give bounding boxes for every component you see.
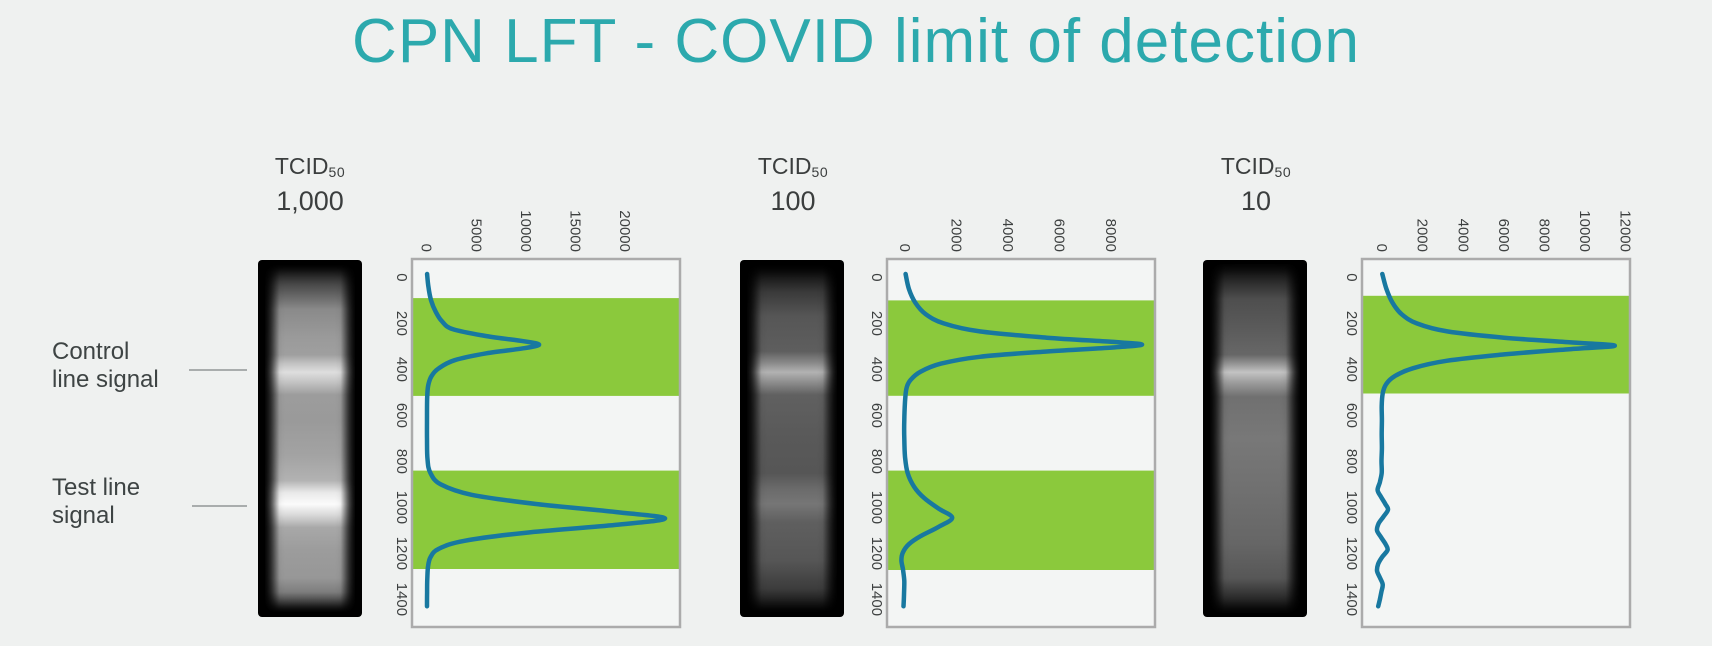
position-axis-tick-label: 1000 (868, 491, 885, 524)
lft-strip-image-100 (740, 260, 844, 617)
value-axis-tick-label: 10000 (1576, 210, 1593, 252)
value-axis-tick-label: 12000 (1617, 210, 1634, 252)
tcid-title: TCID50 (274, 153, 346, 180)
titer-value: 1,000 (276, 186, 344, 216)
position-axis-tick-label: 0 (868, 273, 885, 281)
test-line-label: Test line signal (52, 474, 222, 530)
control-line-leader (189, 369, 247, 371)
tcid-subscript: 50 (811, 164, 829, 180)
value-axis-tick-label: 2000 (947, 219, 964, 252)
control-region-band (413, 298, 679, 396)
tcid-title: TCID50 (757, 153, 829, 180)
test-region-band (413, 470, 679, 569)
value-axis-tick-label: 8000 (1102, 219, 1119, 252)
position-axis-tick-label: 0 (1343, 273, 1360, 281)
value-axis-tick-label: 4000 (999, 219, 1016, 252)
control-line-label: Control line signal (52, 338, 222, 394)
lft-strip-membrane (747, 264, 837, 613)
position-axis-tick-label: 0 (393, 273, 410, 281)
lft-strip-membrane (265, 264, 355, 613)
position-axis-tick-label: 1400 (868, 583, 885, 616)
tcid-label-panel-1: TCID50 1,000 (225, 152, 395, 217)
lft-strip-image-10 (1203, 260, 1307, 617)
signal-curve (899, 271, 1145, 609)
position-axis-tick-label: 800 (1343, 449, 1360, 474)
value-axis-tick-label: 5000 (467, 219, 484, 252)
chart-svg: 0 2000 4000 6000 8000 10000 12000 0 200 400 600 800… (1343, 210, 1634, 629)
value-axis-tick-label: 6000 (1050, 219, 1067, 252)
test-line-leader (192, 505, 247, 507)
tcid-label-panel-2: TCID50 100 (708, 152, 878, 217)
chart-svg: 0 2000 4000 6000 8000 0 200 400 600 800 1000 1200 14… (868, 219, 1157, 629)
test-line-label-line1: Test line (52, 474, 141, 501)
position-axis-tick-label: 400 (393, 357, 410, 382)
value-axis-tick-label: 0 (1373, 244, 1390, 252)
position-axis-tick-label: 800 (393, 449, 410, 474)
titer-value: 10 (1240, 186, 1272, 216)
intensity-chart-10: 0 2000 4000 6000 8000 10000 12000 0 200 400 600 800… (1320, 184, 1644, 637)
control-line-label-line1: Control (52, 338, 130, 365)
lft-strip-membrane (1210, 264, 1300, 613)
position-axis-tick-label: 200 (1343, 311, 1360, 336)
position-axis-tick-label: 600 (1343, 403, 1360, 428)
position-axis-tick-label: 1200 (1343, 537, 1360, 570)
position-axis-tick-label: 400 (1343, 357, 1360, 382)
position-axis-tick-label: 800 (868, 449, 885, 474)
test-region-band (888, 470, 1154, 570)
tcid-subscript: 50 (1274, 164, 1292, 180)
titer-value: 100 (770, 186, 816, 216)
value-axis-tick-label: 4000 (1454, 219, 1471, 252)
position-axis-tick-label: 1200 (868, 537, 885, 570)
position-axis-tick-label: 1000 (393, 491, 410, 524)
value-axis-tick-label: 20000 (616, 210, 633, 252)
tcid-label-panel-3: TCID50 10 (1171, 152, 1341, 217)
value-axis-tick-label: 6000 (1495, 219, 1512, 252)
chart-border (885, 257, 1157, 629)
position-axis-tick-label: 1400 (1343, 583, 1360, 616)
chart-svg: 0 5000 10000 15000 20000 0 200 400 600 800 1000 120… (393, 210, 682, 629)
value-axis-tick-label: 10000 (517, 210, 534, 252)
tcid-subscript: 50 (328, 164, 346, 180)
signal-curve (1374, 271, 1618, 609)
figure-title: CPN LFT - COVID limit of detection (352, 7, 1360, 76)
position-axis-tick-label: 600 (868, 403, 885, 428)
position-axis-tick-label: 600 (393, 403, 410, 428)
value-axis-tick-label: 15000 (567, 210, 584, 252)
value-axis-tick-label: 8000 (1535, 219, 1552, 252)
value-axis-tick-label: 0 (896, 244, 913, 252)
position-axis-tick-label: 1200 (393, 537, 410, 570)
chart-border (410, 257, 682, 629)
lft-strip-image-1000 (258, 260, 362, 617)
signal-curve (424, 271, 668, 609)
test-line-label-line2: signal (52, 502, 115, 529)
chart-border (1360, 257, 1632, 629)
value-axis-tick-label: 2000 (1414, 219, 1431, 252)
intensity-chart-1000: 0 5000 10000 15000 20000 0 200 400 600 800 1000 120… (370, 184, 694, 637)
intensity-chart-100: 0 2000 4000 6000 8000 0 200 400 600 800 1000 1200 14… (845, 184, 1169, 637)
position-axis-tick-label: 200 (868, 311, 885, 336)
control-line-label-line2: line signal (52, 366, 159, 393)
value-axis-tick-label: 0 (418, 244, 435, 252)
tcid-title: TCID50 (1220, 153, 1292, 180)
position-axis-tick-label: 1400 (393, 583, 410, 616)
position-axis-tick-label: 1000 (1343, 491, 1360, 524)
position-axis-tick-label: 200 (393, 311, 410, 336)
position-axis-tick-label: 400 (868, 357, 885, 382)
